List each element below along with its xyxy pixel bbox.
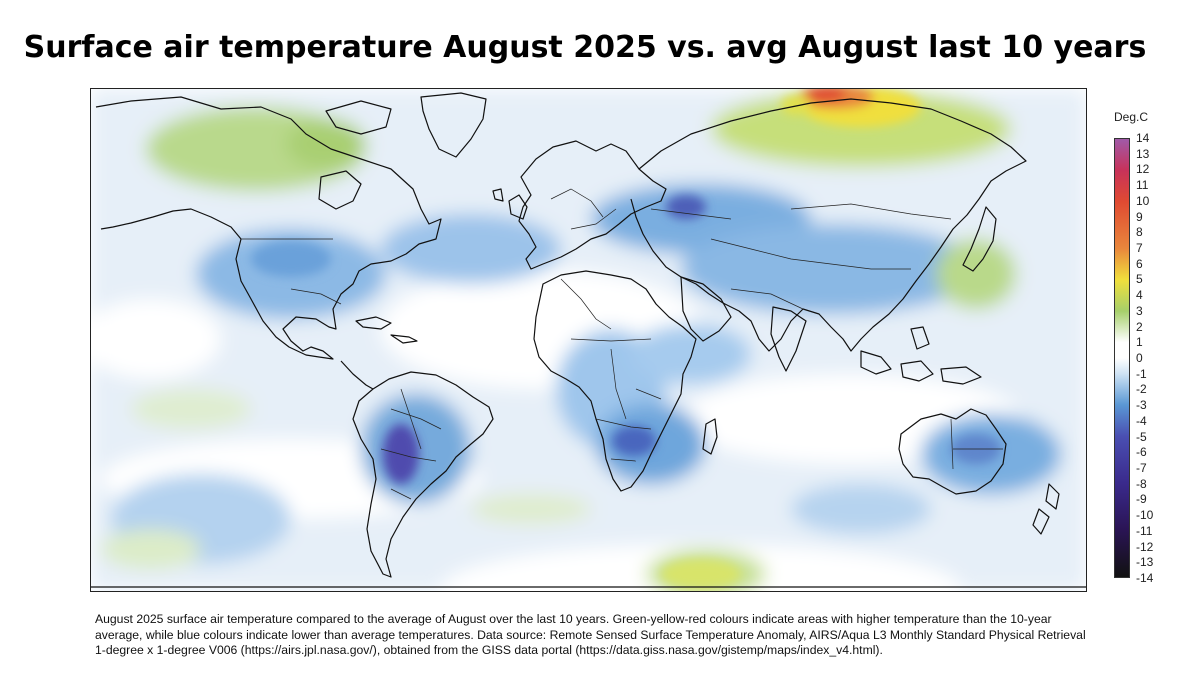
legend-tick-label: 10: [1136, 193, 1150, 208]
legend-tick-label: -7: [1136, 461, 1147, 475]
temperature-anomaly-map: [90, 88, 1087, 592]
legend-tick-label: 2: [1136, 319, 1143, 334]
color-legend: Deg.C 14 13 12 11 10 9 8 7 6 5 4 3 2 1 0 -1 -2 -3 -4 -5 -6 -7…: [1100, 108, 1190, 588]
legend-tick-label: 5: [1136, 272, 1143, 287]
legend-tick-label: 12: [1136, 162, 1150, 177]
legend-tick-label: -9: [1136, 492, 1147, 507]
colorbar: [1114, 138, 1130, 578]
legend-tick-label: -4: [1136, 413, 1147, 428]
legend-tick-label: 9: [1136, 209, 1143, 224]
legend-tick-label: -3: [1136, 398, 1147, 413]
legend-tick-label: -5: [1136, 429, 1147, 444]
legend-tick-label: -2: [1136, 382, 1147, 397]
legend-tick-label: -10: [1136, 508, 1154, 523]
legend-tick-label: -1: [1136, 366, 1147, 381]
legend-tick-label: 6: [1136, 256, 1143, 271]
map-canvas: [91, 89, 1086, 591]
map-title: Surface air temperature August 2025 vs. …: [23, 30, 1147, 65]
coastlines: [91, 92, 1086, 588]
legend-tick-label: -8: [1136, 476, 1147, 491]
legend-tick-label: -12: [1136, 539, 1154, 554]
legend-tick-label: 13: [1136, 146, 1150, 161]
legend-tick-label: -11: [1136, 523, 1153, 538]
legend-tick-label: -6: [1136, 445, 1147, 460]
legend-tick-label: 4: [1136, 288, 1143, 303]
legend-tick-label: -14: [1136, 571, 1154, 585]
anomaly-field: [91, 89, 1086, 591]
legend-tick-label: 11: [1136, 178, 1149, 193]
legend-tick-label: 1: [1136, 335, 1143, 350]
figure-caption: August 2025 surface air temperature comp…: [95, 612, 1086, 658]
legend-tick-label: -13: [1136, 555, 1154, 570]
legend-tick-label: 3: [1136, 303, 1143, 318]
legend-tick-label: 7: [1136, 241, 1143, 255]
anomaly-hotspots: [251, 89, 1001, 589]
legend-tick-label: 8: [1136, 225, 1143, 240]
country-borders: [241, 188, 1003, 500]
legend-unit-label: Deg.C: [1114, 110, 1149, 124]
legend-tick-label: 14: [1136, 131, 1150, 145]
legend-tick-label: 0: [1136, 351, 1143, 365]
